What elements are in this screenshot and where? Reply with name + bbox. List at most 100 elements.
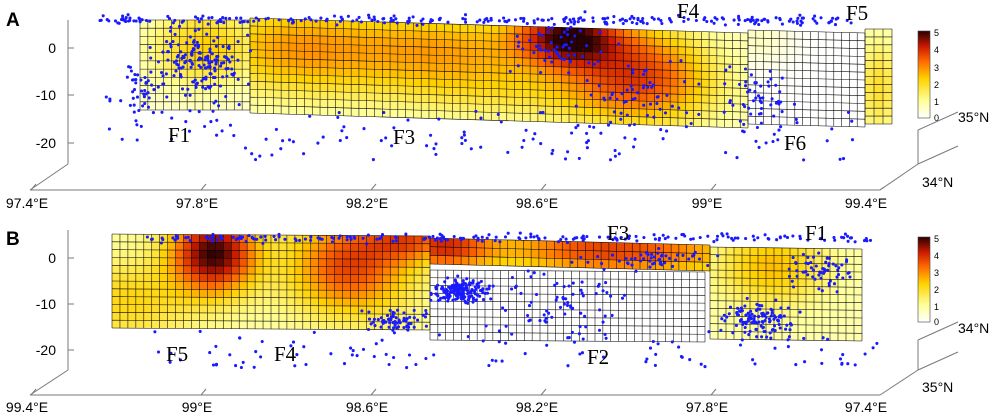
panel-a-slip-cell	[265, 97, 274, 106]
panel-b-slip-cell	[461, 309, 470, 317]
panel-b-aftershock	[252, 365, 256, 369]
panel-b-aftershock	[806, 273, 810, 277]
panel-a-slip-cell	[187, 20, 195, 29]
panel-a-slip-cell	[545, 106, 554, 115]
panel-a-aftershock	[161, 50, 165, 54]
panel-b-aftershock	[648, 346, 653, 350]
panel-b-slip-cell	[610, 286, 619, 295]
panel-a-aftershock	[392, 14, 396, 18]
panel-b-slip-cell	[326, 251, 335, 259]
panel-b-slip-cell	[175, 257, 184, 266]
panel-a-slip-cell	[883, 100, 892, 109]
panel-b-aftershock	[361, 347, 366, 351]
panel-b-slip-cell	[342, 282, 351, 291]
panel-b-slip-cell	[422, 259, 430, 268]
panel-b-slip-cell	[453, 247, 462, 257]
panel-b-aftershock	[825, 256, 829, 260]
panel-a-aftershock	[135, 123, 139, 127]
panel-a-aftershock	[287, 19, 291, 23]
panel-a-aftershock	[149, 70, 153, 74]
panel-a-lat-35: 35°N	[958, 109, 989, 125]
panel-a-aftershock	[732, 18, 736, 22]
panel-b-aftershock	[423, 236, 428, 240]
panel-a-aftershock	[303, 17, 307, 21]
panel-a-aftershock	[516, 44, 520, 48]
panel-a-slip-cell	[382, 53, 391, 62]
panel-a-slip-cell	[514, 57, 523, 66]
panel-b-slip-cell	[650, 310, 658, 319]
panel-a-aftershock	[144, 18, 149, 23]
panel-b-aftershock	[875, 341, 879, 345]
panel-b-aftershock	[795, 274, 799, 278]
panel-a-aftershock	[548, 55, 552, 59]
panel-b-aftershock	[674, 258, 678, 262]
panel-b-slip-cell	[477, 332, 485, 341]
panel-a-slip-cell	[296, 59, 305, 68]
panel-a-slip-cell	[771, 38, 780, 47]
panel-b-aftershock	[832, 282, 837, 286]
panel-b-slip-cell	[610, 325, 619, 334]
panel-a-slip-cell	[654, 69, 663, 78]
panel-a-slip-cell	[405, 86, 414, 95]
panel-b-slip-cell	[790, 263, 798, 272]
panel-b-slip-cell	[445, 247, 454, 256]
panel-b-aftershock	[459, 286, 463, 290]
panel-b-slip-cell	[585, 259, 594, 269]
panel-b-slip-cell	[422, 298, 430, 307]
panel-a-slip-cell	[351, 60, 359, 69]
panel-b-slip-cell	[854, 294, 862, 303]
panel-b-slip-cell	[286, 258, 295, 267]
panel-a-aftershock	[748, 88, 752, 92]
panel-a-slip-cell	[281, 98, 289, 107]
panel-a-slip-cell	[537, 50, 546, 59]
panel-b-slip-cell	[673, 334, 682, 342]
panel-a-aftershock	[599, 131, 603, 135]
panel-b-lat-34: 34°N	[958, 320, 989, 336]
panel-a-slip-cell	[545, 74, 554, 83]
panel-b-slip-cell	[634, 302, 643, 311]
panel-b-slip-cell	[750, 293, 758, 302]
panel-b-aftershock	[750, 321, 754, 325]
panel-a-slip-cell	[506, 65, 515, 74]
panel-b-slip-cell	[806, 286, 814, 295]
panel-a-slip-cell	[467, 95, 476, 104]
panel-b-aftershock	[337, 236, 341, 240]
panel-a-slip-cell	[874, 29, 883, 37]
panel-a-slip-cell	[818, 102, 826, 111]
panel-a-slip-cell	[818, 47, 826, 56]
panel-b-aftershock	[801, 252, 805, 256]
panel-b-slip-cell	[271, 282, 279, 290]
panel-a-slip-cell	[335, 60, 344, 69]
panel-b-aftershock	[169, 351, 173, 355]
panel-a-slip-cell	[724, 79, 733, 88]
panel-a-aftershock	[659, 128, 663, 132]
panel-a-slip-cell	[265, 89, 274, 98]
panel-b-slip-cell	[143, 320, 152, 329]
panel-a-slip-cell	[841, 102, 850, 111]
panel-b-slip-cell	[143, 296, 152, 305]
panel-b-aftershock	[481, 291, 485, 295]
panel-a-slip-cell	[499, 25, 507, 34]
panel-a-aftershock	[629, 84, 633, 88]
panel-a-lon-97-8: 97.8°E	[176, 195, 218, 211]
panel-b-grid-line	[111, 312, 431, 315]
panel-a-slip-cell	[732, 80, 741, 89]
panel-a-slip-cell	[818, 110, 826, 119]
panel-b-slip-cell	[742, 293, 750, 302]
panel-a-aftershock	[188, 35, 192, 39]
panel-b-slip-cell	[531, 240, 539, 250]
panel-a-aftershock	[724, 151, 728, 155]
panel-b-slip-cell	[247, 305, 256, 314]
panel-a-slip-cell	[522, 26, 531, 35]
panel-a-depth-20: -20	[36, 135, 56, 151]
panel-a-slip-cell	[514, 73, 523, 82]
panel-a-grid-line	[747, 68, 866, 73]
panel-a-aftershock	[391, 19, 395, 23]
panel-a-grid-line	[747, 84, 866, 89]
panel-a-slip-cell	[600, 115, 608, 124]
panel-a-aftershock	[596, 59, 600, 64]
panel-a-aftershock	[780, 76, 784, 80]
panel-b-slip-cell	[382, 235, 391, 244]
panel-b-slip-cell	[135, 312, 144, 321]
panel-b-aftershock	[518, 237, 522, 241]
